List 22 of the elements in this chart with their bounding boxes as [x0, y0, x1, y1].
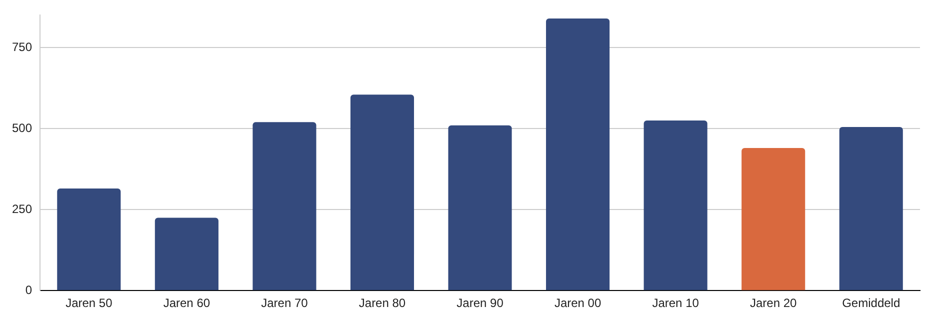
x-tick-label: Jaren 00	[554, 296, 602, 310]
bar	[57, 188, 121, 290]
x-tick-label: Jaren 20	[750, 296, 798, 310]
bar	[839, 126, 903, 290]
x-tick-label: Gemiddeld	[842, 296, 900, 310]
x-tick-label: Jaren 10	[652, 296, 700, 310]
bar	[546, 18, 610, 290]
bar	[644, 120, 708, 290]
bar	[350, 94, 414, 290]
y-tick-label: 0	[25, 282, 32, 297]
bar	[252, 122, 316, 290]
bar	[742, 148, 806, 290]
bar	[448, 125, 512, 290]
x-tick-label: Jaren 50	[66, 296, 113, 310]
x-tick-label: Jaren 90	[456, 296, 504, 310]
bar	[154, 218, 218, 290]
y-tick-label: 750	[12, 40, 32, 54]
x-tick-label: Jaren 60	[163, 296, 210, 310]
x-tick-label: Jaren 80	[358, 296, 406, 310]
y-tick-label: 500	[12, 120, 32, 135]
x-tick-label: Jaren 70	[261, 296, 308, 310]
y-tick-label: 250	[12, 202, 32, 216]
